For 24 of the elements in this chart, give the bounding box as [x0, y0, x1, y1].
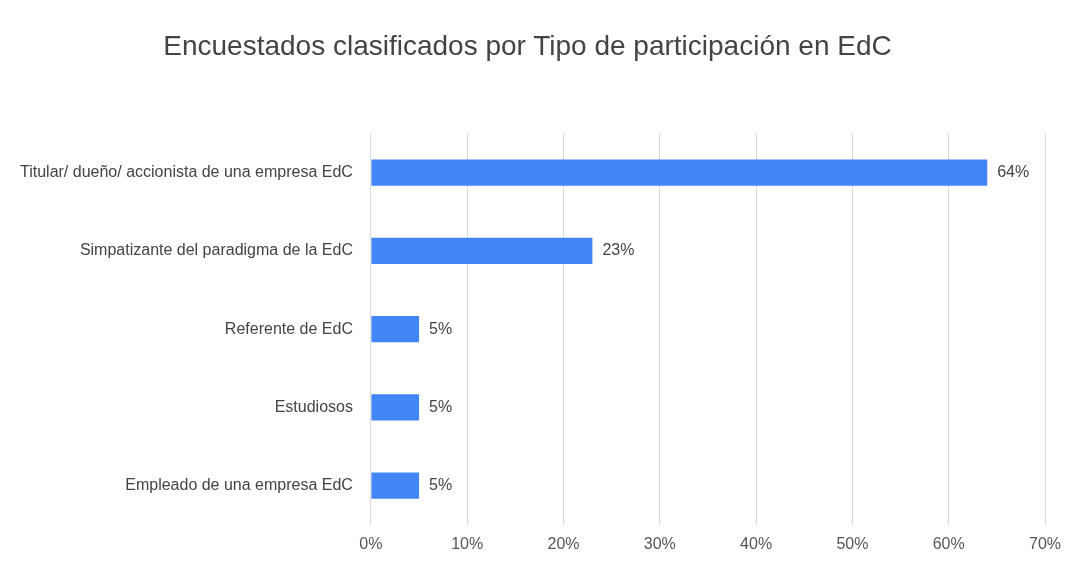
chart-title: Encuestados clasificados por Tipo de participación en EdC — [163, 29, 892, 61]
x-tick-label: 30% — [643, 534, 676, 552]
bar — [371, 237, 593, 265]
bar — [371, 159, 988, 186]
y-tick-label: Referente de EdC — [224, 319, 353, 337]
x-tick-label: 40% — [740, 534, 773, 552]
y-tick-label: Simpatizante del paradigma de la EdC — [79, 241, 353, 259]
y-tick-label: Titular/ dueño/ accionista de una empresa EdC — [19, 163, 353, 181]
data-label: 5% — [429, 476, 453, 494]
data-label: 64% — [997, 163, 1030, 181]
bar — [371, 394, 420, 421]
x-tick-label: 10% — [451, 534, 484, 552]
x-tick-label: 60% — [932, 534, 965, 552]
bar — [371, 316, 420, 343]
x-tick-label: 70% — [1028, 534, 1062, 552]
data-label: 23% — [602, 241, 635, 259]
y-tick-label: Empleado de una empresa EdC — [125, 476, 353, 494]
x-tick-label: 20% — [547, 534, 580, 552]
y-tick-label: Estudiosos — [274, 397, 353, 415]
data-label: 5% — [429, 397, 453, 415]
x-tick-label: 50% — [836, 534, 869, 552]
bar — [371, 472, 420, 499]
data-label: 5% — [429, 319, 453, 337]
x-tick-label: 0% — [359, 534, 383, 552]
